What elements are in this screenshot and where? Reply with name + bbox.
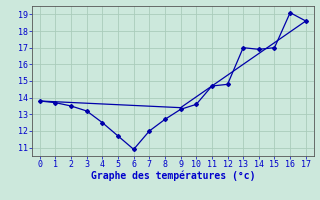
- X-axis label: Graphe des températures (°c): Graphe des températures (°c): [91, 171, 255, 181]
